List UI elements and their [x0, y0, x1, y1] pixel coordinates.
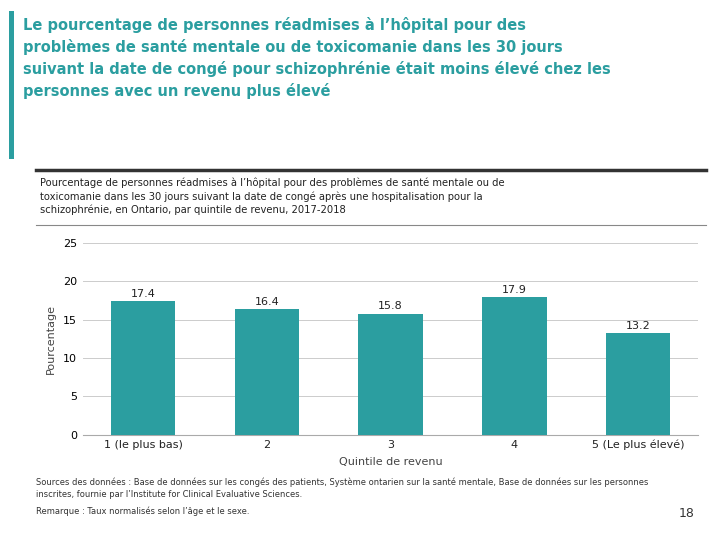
Bar — [606, 334, 670, 435]
Y-axis label: Pourcentage: Pourcentage — [46, 304, 56, 374]
Text: 15.8: 15.8 — [378, 301, 403, 311]
Text: Pourcentage de personnes réadmises à l’hôpital pour des problèmes de santé menta: Pourcentage de personnes réadmises à l’h… — [40, 177, 504, 215]
Bar — [482, 298, 546, 435]
Text: Sources des données : Base de données sur les congés des patients, Système ontar: Sources des données : Base de données su… — [36, 478, 649, 499]
Text: 17.4: 17.4 — [130, 289, 156, 299]
Text: Remarque : Taux normalisés selon l’âge et le sexe.: Remarque : Taux normalisés selon l’âge e… — [36, 507, 250, 516]
X-axis label: Quintile de revenu: Quintile de revenu — [339, 457, 442, 467]
Bar — [111, 301, 175, 435]
Bar — [359, 314, 423, 435]
Bar — [235, 309, 299, 435]
Text: 16.4: 16.4 — [254, 296, 279, 307]
Text: 17.9: 17.9 — [502, 285, 527, 295]
Text: 13.2: 13.2 — [626, 321, 651, 331]
Text: 18: 18 — [679, 507, 695, 519]
Text: Le pourcentage de personnes réadmises à l’hôpital pour des
problèmes de santé me: Le pourcentage de personnes réadmises à … — [23, 17, 611, 99]
